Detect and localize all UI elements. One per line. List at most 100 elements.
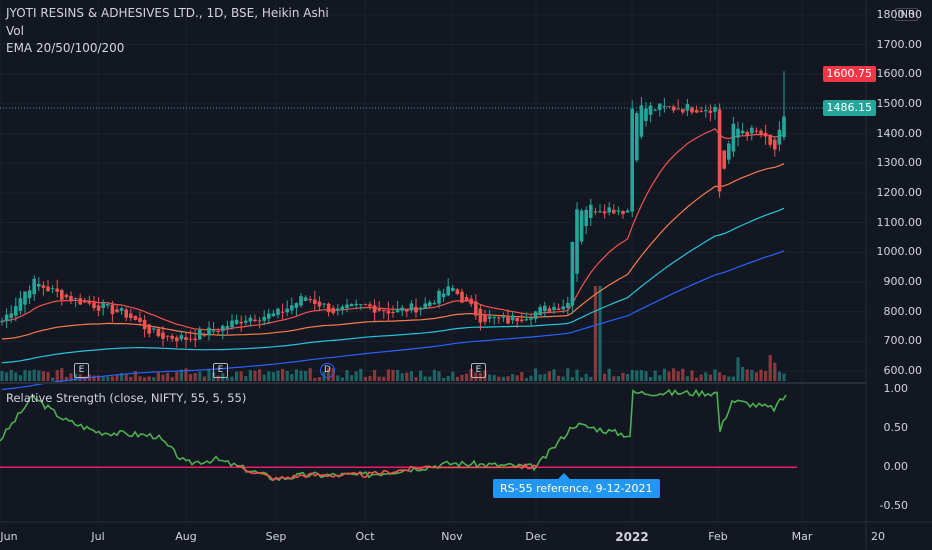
volume-bar [216,375,220,381]
candle-body [290,305,294,311]
candle-body [336,308,340,311]
volume-bar [179,369,183,381]
volume-bar [676,371,680,381]
candle-body [96,305,101,311]
price-tick: 1200.00 [876,185,923,199]
dividend-marker[interactable]: D [320,363,335,378]
time-tick: Aug [175,530,197,543]
volume-bar [741,366,745,381]
volume-bar [685,376,689,381]
volume-bar [695,377,699,381]
currency-badge[interactable]: INR [894,8,918,21]
candle-body [487,316,492,319]
candle-body [409,303,414,311]
volume-bar [672,368,676,381]
volume-bar [363,377,367,381]
volume-bar [248,370,252,381]
volume-bar [764,370,768,381]
candle-body [483,315,487,322]
volume-bar [313,377,317,381]
candle-body [437,290,441,304]
candle-body [230,320,234,328]
volume-bar [750,370,754,381]
volume-bar [359,368,363,381]
candle-body [441,293,446,298]
volume-bar [515,375,519,381]
candle-body [740,130,745,134]
candle-body [497,317,501,319]
candle-body [106,303,110,306]
candle-body [262,316,266,321]
volume-bar [446,375,450,381]
candle-body [349,304,354,307]
symbol-legend[interactable]: JYOTI RESINS & ADHESIVES LTD., 1D, BSE, … [6,6,329,20]
candle-body [50,288,55,290]
volume-bar [437,371,441,381]
volume-bar [69,373,73,381]
time-tick: Mar [791,530,813,543]
volume-bar [566,368,570,381]
volume-bar [662,368,666,381]
candle-body [506,317,510,324]
candle-body [41,285,46,288]
candle-body [372,305,377,313]
rs-pane [0,388,797,482]
candle-body [386,310,391,314]
candle-body [759,130,763,135]
candle-body [234,319,239,324]
price-tick: 1300.00 [876,156,923,170]
candle-body [147,324,151,334]
candle-body [124,309,128,318]
candle-body [589,204,593,219]
candle-body [630,108,634,212]
volume-bar [161,374,165,381]
volume-bar [354,371,358,381]
volume-bar [727,376,731,381]
volume-bar [561,376,565,381]
candle-body [736,128,740,138]
candle-body [602,211,607,214]
price-tick: 1600.00 [876,67,923,81]
ema-legend[interactable]: EMA 20/50/100/200 [6,41,125,55]
candle-body [368,304,372,307]
ema-line [1,207,785,364]
rs-tick: 1.00 [883,381,909,395]
volume-bar [120,373,124,381]
volume-bar [239,371,243,381]
rs-legend[interactable]: Relative Strength (close, NIFTY, 55, 5, … [6,391,247,405]
candle-body [667,106,671,108]
volume-bar [271,372,275,381]
volume-bar [115,375,119,381]
candle-body [37,283,41,287]
candle-body [340,306,345,310]
earnings-marker[interactable]: E [74,363,89,378]
volume-bar [92,375,96,381]
candle-body [299,296,303,306]
volume-bar [267,371,271,381]
vol-legend[interactable]: Vol [6,24,24,38]
candle-body [474,301,478,316]
volume-bar [143,377,147,381]
candle-body [60,290,64,300]
rs-reference-tooltip: RS-55 reference, 9-12-2021 [493,473,660,498]
earnings-marker[interactable]: E [213,363,228,378]
volume-bar [400,373,404,381]
volume-bar [308,368,312,381]
candle-body [690,107,694,113]
volume-bar [294,369,298,381]
volume-bar [708,374,712,381]
candle-body [575,209,579,274]
candle-body [133,315,138,320]
candle-body [0,321,4,323]
time-tick: 2022 [615,530,649,544]
volume-bar [281,368,285,381]
earnings-marker[interactable]: E [471,363,486,378]
price-tick: 1400.00 [876,126,923,140]
volume-bar [754,372,758,381]
volume-bar [373,370,377,381]
candle-body [501,316,506,318]
volume-bar [198,371,202,381]
volume-bar [478,372,482,381]
candle-body [492,317,496,319]
